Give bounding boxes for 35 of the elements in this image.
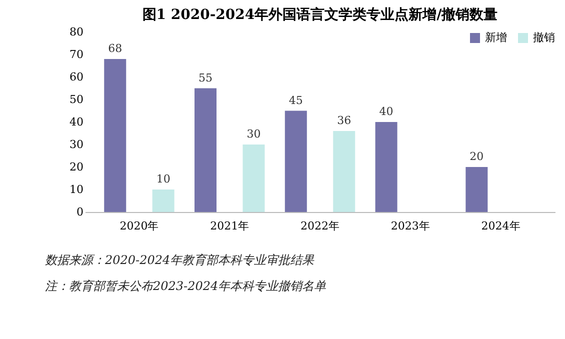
y-tick-label: 0	[76, 206, 84, 218]
data-label: 20	[470, 150, 484, 163]
legend-label: 撤销	[533, 31, 555, 44]
data-label: 55	[198, 71, 213, 84]
y-tick-label: 40	[70, 116, 84, 128]
data-label: 45	[288, 94, 303, 107]
data-label: 10	[156, 172, 170, 186]
data-label: 36	[337, 114, 352, 127]
text: 注：教育部暂未公布2023-2024年本科专业撤销名单	[45, 279, 326, 293]
chart-title: 图1 2020-2024年外国语言文学类专业点新增/撤销数量	[142, 6, 498, 23]
bar	[242, 144, 265, 212]
data-label: 68	[108, 42, 122, 55]
bar	[104, 59, 126, 212]
y-tick-label: 10	[70, 183, 84, 196]
data-label: 40	[379, 105, 394, 118]
y-tick-label: 30	[70, 138, 84, 151]
y-tick-label: 60	[70, 70, 84, 84]
bar	[284, 110, 307, 212]
y-tick-label: 20	[70, 160, 84, 174]
x-tick-label: 2021年	[210, 220, 250, 232]
bar	[152, 190, 174, 212]
bar	[333, 131, 356, 212]
bar	[375, 122, 398, 212]
source-note: 数据来源：2020-2024年教育部本科专业审批结果	[45, 253, 316, 267]
x-tick-label: 2022年	[300, 220, 340, 232]
data-label: 30	[246, 128, 261, 140]
y-tick-label: 50	[70, 93, 84, 106]
bar	[466, 167, 488, 212]
x-tick-label: 2020年	[120, 220, 159, 232]
bar	[194, 88, 217, 212]
y-tick-label: 80	[70, 26, 84, 38]
x-tick-label: 2023年	[390, 220, 430, 232]
x-tick-label: 2024年	[481, 220, 520, 232]
legend-label: 新增	[485, 31, 507, 44]
y-tick-label: 70	[70, 48, 84, 61]
